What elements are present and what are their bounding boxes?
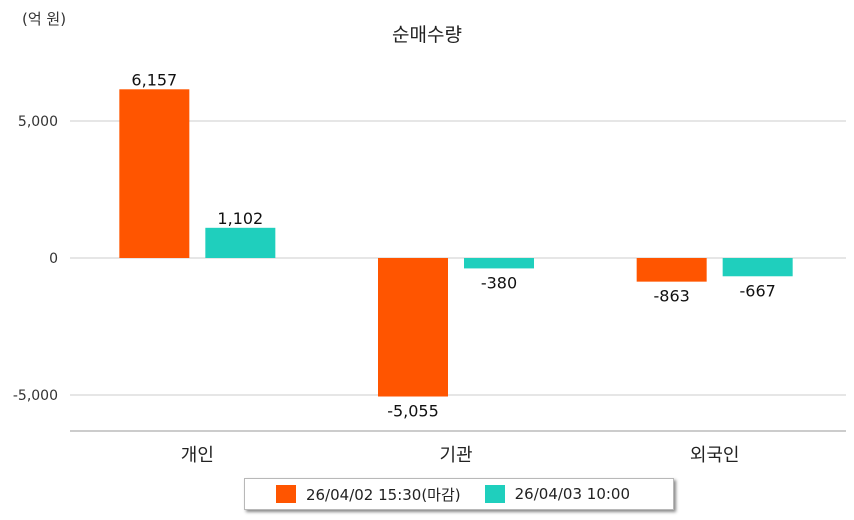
legend-label-series-2: 26/04/03 10:00 bbox=[514, 485, 631, 503]
chart-title: 순매수량 bbox=[392, 24, 462, 46]
y-tick-label: 5,000 bbox=[18, 114, 58, 130]
bar bbox=[119, 89, 190, 258]
bar bbox=[464, 258, 534, 269]
x-tick-label: 기관 bbox=[439, 445, 472, 466]
bar bbox=[378, 258, 448, 397]
bar bbox=[205, 227, 276, 258]
legend-item-series-2[interactable]: 26/04/03 10:00 bbox=[484, 485, 631, 503]
data-label: -5,055 bbox=[387, 402, 439, 421]
x-tick-label: 개인 bbox=[181, 445, 214, 466]
bar bbox=[722, 258, 793, 277]
data-label: -667 bbox=[740, 281, 776, 300]
x-tick-label: 외국인 bbox=[690, 445, 740, 466]
legend: 26/04/02 15:30(마감) 26/04/03 10:00 bbox=[244, 478, 674, 510]
data-label: 1,102 bbox=[217, 209, 263, 228]
legend-swatch-series-2 bbox=[484, 485, 505, 503]
data-label: -863 bbox=[654, 287, 690, 306]
y-tick-label: -5,000 bbox=[13, 388, 58, 404]
y-tick-label: 0 bbox=[49, 251, 58, 267]
legend-swatch-series-1 bbox=[275, 485, 296, 503]
data-label: -380 bbox=[481, 273, 517, 292]
unit-label: (억 원) bbox=[22, 10, 67, 28]
legend-label-series-1: 26/04/02 15:30(마감) bbox=[305, 485, 461, 504]
data-label: 6,157 bbox=[131, 70, 177, 89]
bar bbox=[636, 258, 707, 282]
legend-item-series-1[interactable]: 26/04/02 15:30(마감) bbox=[275, 484, 461, 505]
